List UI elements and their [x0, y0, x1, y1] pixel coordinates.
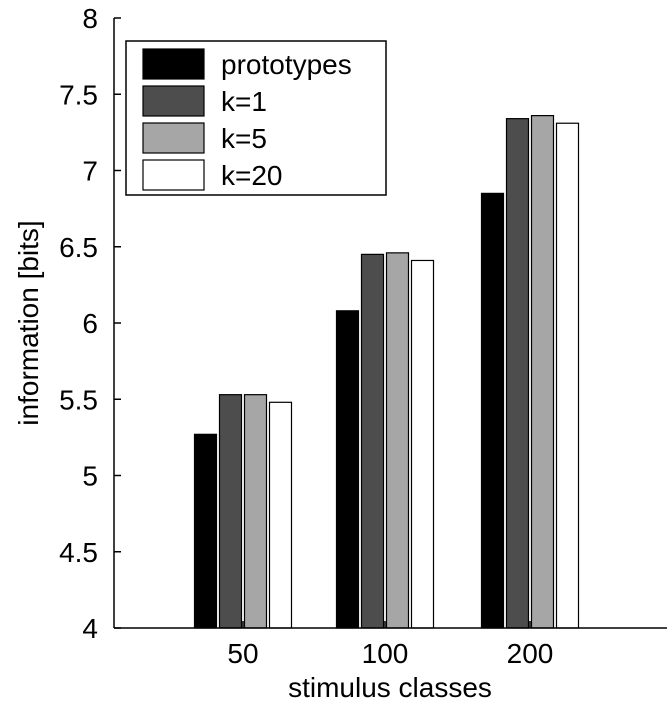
legend: prototypes k=1 k=5 k=20: [125, 40, 387, 196]
bar-prototypes-200: [480, 192, 505, 629]
legend-label: k=1: [221, 86, 267, 117]
y-ticks: 4 4.5 5 5.5 6 6.5 7 7.5 8: [59, 3, 121, 644]
y-tick-label: 5: [82, 461, 98, 492]
y-tick-label: 7: [82, 156, 98, 187]
legend-label: prototypes: [221, 49, 352, 80]
legend-swatch: [142, 159, 205, 191]
y-tick-label: 6: [82, 308, 98, 339]
bar-k20-50: [268, 401, 293, 629]
x-ticks: 50 100 200: [227, 621, 553, 669]
bar-prototypes-50: [193, 433, 218, 629]
y-tick-label: 4.5: [59, 537, 98, 568]
y-tick-label: 6.5: [59, 232, 98, 263]
y-tick-label: 4: [82, 613, 98, 644]
bar-k5-50: [243, 394, 268, 629]
x-tick-label: 200: [507, 638, 554, 669]
legend-swatch: [142, 85, 205, 117]
bar-k5-200: [530, 114, 555, 629]
bar-k20-100: [410, 259, 435, 629]
bar-k1-50: [218, 394, 243, 629]
x-axis-label: stimulus classes: [288, 672, 492, 702]
y-tick-label: 8: [82, 3, 98, 34]
x-tick-label: 100: [362, 638, 409, 669]
y-axis-label: information [bits]: [13, 220, 44, 425]
legend-swatch: [142, 48, 205, 80]
bar-k1-100: [360, 253, 385, 629]
bar-k20-200: [555, 122, 580, 629]
legend-label: k=20: [221, 160, 283, 191]
legend-swatch: [142, 122, 205, 154]
x-tick-label: 50: [227, 638, 258, 669]
bars-layer: [193, 114, 580, 629]
bar-k5-100: [385, 252, 410, 629]
y-tick-label: 7.5: [59, 79, 98, 110]
bar-prototypes-100: [335, 310, 360, 629]
bar-k1-200: [505, 118, 530, 629]
legend-label: k=5: [221, 123, 267, 154]
y-tick-label: 5.5: [59, 384, 98, 415]
